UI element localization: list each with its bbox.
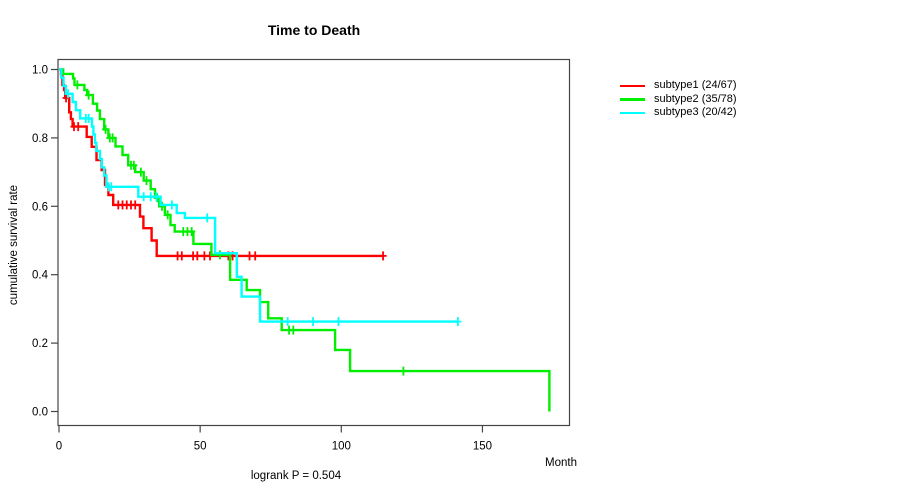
y-axis-tick-label: 1.0 (32, 65, 48, 77)
x-axis-tick-label: 0 (56, 441, 62, 453)
y-axis-tick-label: 0.2 (32, 338, 48, 350)
plot-title: Time to Death (267, 22, 361, 38)
legend-label: subtype3 (20/42) (654, 106, 737, 118)
y-axis-tick-label: 0.6 (32, 201, 48, 213)
legend-label: subtype1 (24/67) (654, 79, 737, 91)
legend-item-subtype2: subtype2 (35/78) (620, 93, 737, 107)
x-axis-title: Month (545, 457, 577, 469)
legend: subtype1 (24/67) subtype2 (35/78) subtyp… (620, 79, 737, 120)
survival-curve-subtype2 (59, 68, 551, 412)
survival-curve-subtype1 (59, 68, 384, 258)
y-axis-tick-label: 0.4 (32, 270, 49, 282)
x-axis-tick-label: 150 (473, 441, 492, 453)
legend-item-subtype1: subtype1 (24/67) (620, 79, 737, 93)
survival-curve-subtype3 (59, 68, 458, 323)
subtype1-line-swatch (620, 84, 645, 87)
legend-label: subtype2 (35/78) (654, 92, 737, 105)
legend-item-subtype3: subtype3 (20/42) (620, 106, 737, 120)
x-axis-tick-label: 100 (332, 441, 351, 453)
logrank-p-value: logrank P = 0.504 (250, 470, 342, 482)
plot-box (57, 58, 571, 427)
x-axis-tick-label: 50 (194, 441, 207, 453)
y-axis-tick-label: 0.0 (32, 407, 48, 419)
subtype3-line-swatch (620, 111, 645, 114)
subtype2-line-swatch (620, 98, 645, 101)
y-axis-tick-label: 0.8 (32, 133, 48, 145)
